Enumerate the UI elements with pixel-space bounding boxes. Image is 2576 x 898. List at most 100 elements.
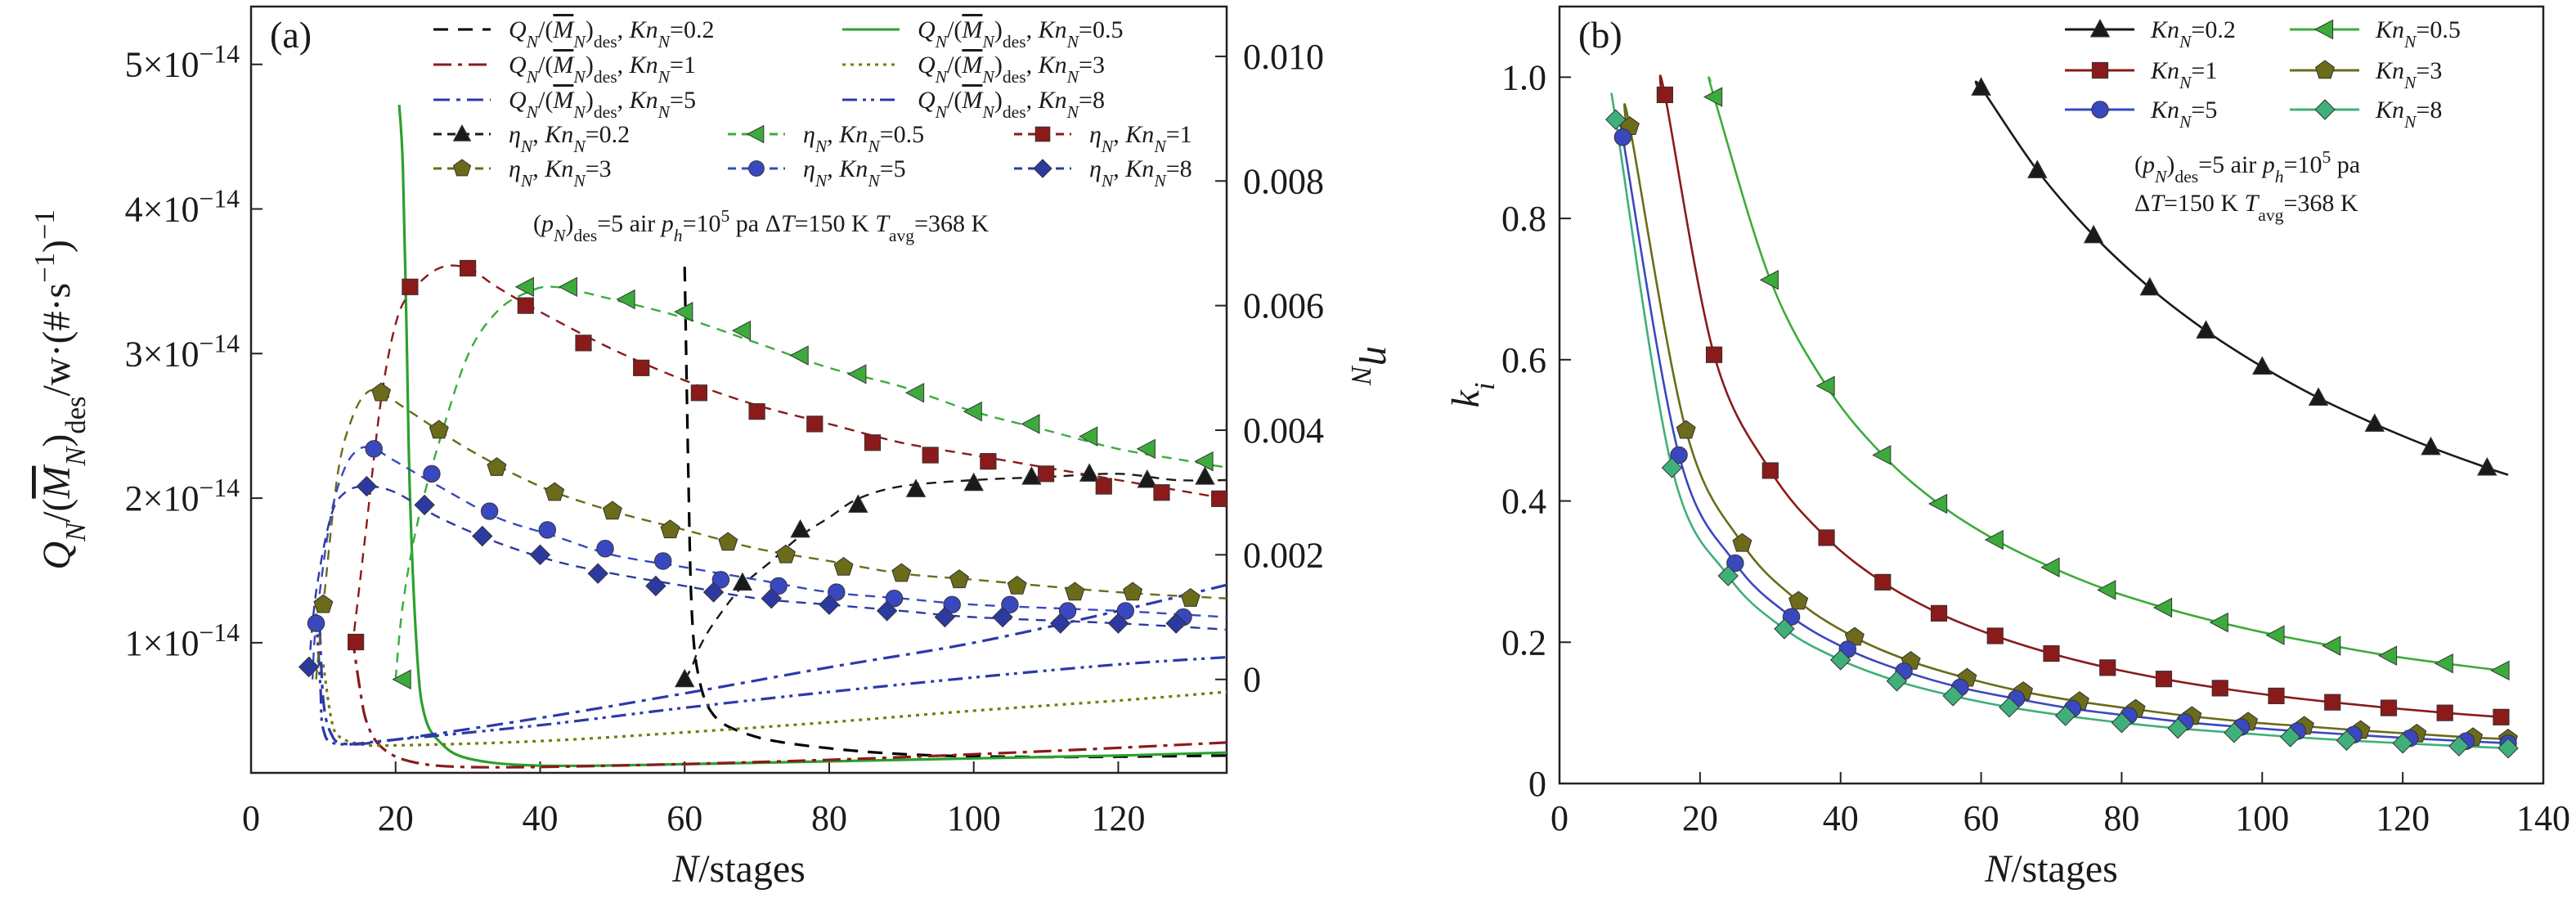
legend-sample-marker	[2089, 18, 2111, 38]
y-tick-label: 0	[1528, 764, 1546, 804]
legend-entry-eta-kn-0.2: ηN, KnN=0.2	[509, 121, 630, 156]
eta-marker-kn-8	[1050, 613, 1071, 634]
x-tick-label: 140	[2516, 798, 2570, 838]
legend-entry-kn-5: KnN=5	[2150, 97, 2217, 132]
ki-marker-kn-5	[1613, 128, 1632, 146]
x-axis-label: N/stages	[671, 847, 806, 891]
eta-marker-kn-1	[460, 259, 477, 277]
y-tick-label: 1×10−14	[125, 617, 240, 663]
eta-marker-kn-3	[1123, 581, 1143, 601]
eta-marker-kn-3	[545, 482, 565, 501]
legend-sample-marker	[2091, 101, 2109, 119]
ki-marker-kn-8	[2054, 705, 2076, 726]
q-series-line-kn-8	[314, 613, 1227, 746]
eta-marker-kn-5	[770, 577, 788, 595]
eta-marker-kn-0.2	[1079, 463, 1100, 482]
ki-marker-kn-0.5	[2097, 580, 2116, 600]
panel-b-legend: KnN=0.2 KnN=0.5 KnN=1 KnN=3 KnN=5 KnN=8	[2065, 16, 2461, 132]
y2-tick-label: 0.006	[1243, 286, 1324, 326]
eta-marker-kn-1	[1095, 478, 1112, 495]
ki-marker-kn-8	[1999, 697, 2020, 718]
ki-marker-kn-8	[2279, 726, 2301, 748]
ki-marker-kn-0.5	[2377, 645, 2398, 666]
eta-marker-kn-5	[654, 552, 672, 570]
eta-marker-kn-8	[298, 656, 320, 678]
x-tick-label: 120	[1091, 798, 1145, 838]
x-tick-label: 60	[1963, 798, 1999, 838]
eta-marker-kn-5	[1058, 602, 1077, 620]
legend-sample-marker	[452, 159, 472, 177]
y-tick-label: 3×10−14	[125, 329, 240, 375]
eta-marker-kn-0.5	[963, 401, 982, 422]
eta-marker-kn-3	[891, 563, 912, 582]
panel-label: (b)	[1578, 14, 1622, 56]
eta-marker-kn-5	[828, 583, 846, 601]
ki-marker-kn-1	[1874, 573, 1892, 590]
y-tick-label: 0.8	[1501, 199, 1546, 239]
eta-marker-kn-0.5	[904, 383, 925, 403]
eta-marker-kn-1	[348, 633, 365, 651]
eta-marker-kn-8	[702, 581, 725, 603]
q-series-line-kn-0.5	[397, 105, 1227, 768]
ki-marker-kn-8	[2392, 733, 2413, 754]
eta-marker-kn-0.5	[789, 345, 809, 366]
legend-entry-q-kn-1: QN/(MN)des, KnN=1	[509, 52, 696, 87]
y-axis-label: ki	[1444, 383, 1501, 408]
ki-marker-kn-1	[1656, 86, 1673, 104]
y2-tick-label: 0.008	[1243, 161, 1324, 201]
x-tick-label: 100	[2235, 798, 2289, 838]
y2-axis-label: ηN	[1345, 346, 1402, 386]
eta-marker-kn-3	[660, 519, 680, 539]
ki-marker-kn-8	[1886, 671, 1908, 692]
panel-b-chart: 0 20 40 60 80 100 120 140 0 0.2 0.4 0.6 0.8 1.0 N/stag…	[1444, 5, 2570, 891]
ki-marker-kn-1	[1818, 529, 1835, 546]
eta-marker-kn-0.5	[1021, 414, 1040, 434]
panel-a-plot-area	[298, 105, 1227, 769]
ki-marker-kn-3	[1788, 590, 1809, 610]
eta-marker-kn-3	[371, 382, 392, 402]
ki-marker-kn-0.5	[1703, 87, 1723, 107]
eta-marker-kn-3	[718, 532, 738, 551]
ki-marker-kn-8	[1942, 685, 1963, 707]
eta-marker-kn-0.2	[674, 668, 695, 688]
q-series-line-kn-5	[318, 583, 1227, 746]
ki-marker-kn-1	[2436, 704, 2453, 721]
ki-marker-kn-5	[1726, 554, 1744, 572]
ki-marker-kn-8	[2497, 738, 2519, 759]
legend-entry-eta-kn-1: ηN, KnN=1	[1089, 121, 1192, 156]
eta-marker-kn-3	[429, 420, 449, 439]
legend-sample-marker	[2091, 61, 2109, 79]
ki-marker-kn-0.5	[1759, 269, 1779, 290]
x-tick-label: 80	[2103, 798, 2139, 838]
eta-marker-kn-0.2	[848, 494, 868, 513]
panel-a-frame	[249, 5, 1228, 775]
x-tick-label: 40	[1823, 798, 1859, 838]
eta-marker-kn-0.5	[731, 320, 752, 341]
panel-a-chart: 0 20 40 60 80 100 120 1×10−14 2×10−14 3×10−14 4×10…	[29, 5, 1402, 891]
eta-marker-kn-1	[1211, 490, 1227, 507]
ki-marker-kn-0.5	[2434, 653, 2453, 674]
ki-marker-kn-1	[2043, 644, 2060, 662]
eta-marker-kn-1	[633, 359, 650, 376]
eta-marker-kn-0.5	[558, 276, 577, 298]
legend-sample-marker	[748, 160, 765, 177]
y-tick-label: 0.4	[1501, 482, 1546, 522]
eta-marker-kn-5	[943, 595, 961, 614]
eta-marker-kn-1	[1153, 484, 1170, 501]
y2-tick-label: 0.004	[1243, 411, 1324, 451]
ki-marker-kn-1	[1761, 462, 1779, 479]
eta-marker-kn-1	[864, 434, 882, 451]
eta-marker-kn-5	[1001, 595, 1019, 614]
x-tick-label: 40	[522, 798, 558, 838]
legend-entry-eta-kn-0.5: ηN, KnN=0.5	[803, 121, 924, 156]
eta-marker-kn-5	[423, 465, 441, 483]
eta-marker-kn-3	[602, 501, 622, 520]
ki-marker-kn-1	[2155, 671, 2173, 688]
eta-marker-kn-3	[1180, 588, 1200, 607]
eta-marker-kn-5	[480, 502, 499, 520]
x-tick-label: 120	[2376, 798, 2430, 838]
legend-sample-marker	[2315, 60, 2335, 79]
ki-marker-kn-3	[1732, 532, 1752, 552]
y2-tick-label: 0.002	[1243, 535, 1324, 575]
